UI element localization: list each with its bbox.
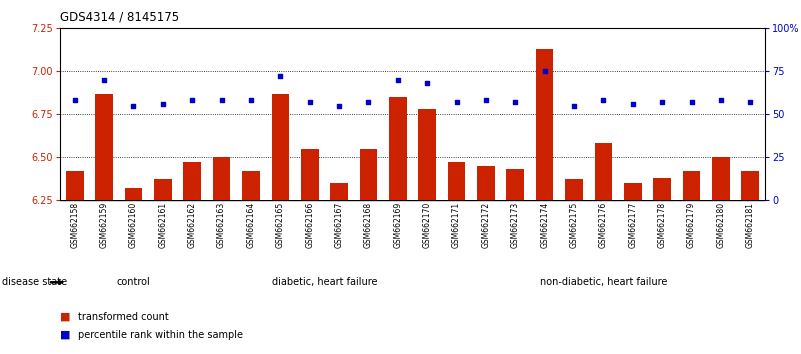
Bar [448, 162, 465, 200]
Text: GSM662176: GSM662176 [599, 202, 608, 248]
Bar [330, 183, 348, 200]
Text: control: control [117, 277, 151, 287]
Text: percentile rank within the sample: percentile rank within the sample [78, 330, 243, 339]
Point [568, 103, 581, 108]
Point [186, 98, 199, 103]
Point [685, 99, 698, 105]
Text: GSM662173: GSM662173 [511, 202, 520, 248]
Text: non-diabetic, heart failure: non-diabetic, heart failure [540, 277, 667, 287]
Bar [272, 93, 289, 200]
Text: GSM662181: GSM662181 [746, 202, 755, 248]
Bar [154, 179, 171, 200]
Point [127, 103, 140, 108]
Bar [682, 171, 700, 200]
Text: GSM662162: GSM662162 [187, 202, 197, 248]
Bar [594, 143, 612, 200]
Text: GSM662172: GSM662172 [481, 202, 490, 248]
Point [450, 99, 463, 105]
Bar [418, 109, 436, 200]
Point [714, 98, 727, 103]
Text: GSM662159: GSM662159 [99, 202, 109, 248]
Bar [742, 171, 759, 200]
Bar [654, 178, 671, 200]
Point [392, 77, 405, 83]
Text: ■: ■ [60, 312, 70, 322]
Point [98, 77, 111, 83]
Bar [712, 157, 730, 200]
Text: GSM662170: GSM662170 [423, 202, 432, 248]
Bar [506, 169, 524, 200]
Text: GSM662163: GSM662163 [217, 202, 226, 248]
Text: transformed count: transformed count [78, 312, 168, 322]
Bar [389, 97, 407, 200]
Point [509, 99, 521, 105]
Point [480, 98, 493, 103]
Text: GSM662175: GSM662175 [570, 202, 578, 248]
Point [421, 80, 433, 86]
Text: GSM662177: GSM662177 [628, 202, 638, 248]
Text: GSM662171: GSM662171 [452, 202, 461, 248]
Point [274, 74, 287, 79]
Bar [95, 93, 113, 200]
Bar [360, 149, 377, 200]
Text: GSM662164: GSM662164 [247, 202, 256, 248]
Text: ■: ■ [60, 330, 70, 339]
Point [68, 98, 81, 103]
Point [215, 98, 228, 103]
Bar [536, 49, 553, 200]
Text: diabetic, heart failure: diabetic, heart failure [272, 277, 377, 287]
Point [626, 101, 639, 107]
Text: GSM662178: GSM662178 [658, 202, 666, 248]
Point [744, 99, 757, 105]
Bar [624, 183, 642, 200]
Bar [301, 149, 319, 200]
Text: GSM662169: GSM662169 [393, 202, 402, 248]
Bar [566, 179, 583, 200]
Text: GSM662165: GSM662165 [276, 202, 285, 248]
Point [656, 99, 669, 105]
Point [362, 99, 375, 105]
Bar [66, 171, 83, 200]
Point [332, 103, 345, 108]
Bar [242, 171, 260, 200]
Text: GSM662161: GSM662161 [159, 202, 167, 248]
Text: disease state: disease state [2, 277, 67, 287]
Bar [477, 166, 495, 200]
Point [156, 101, 169, 107]
Text: GSM662179: GSM662179 [687, 202, 696, 248]
Text: GSM662160: GSM662160 [129, 202, 138, 248]
Text: GDS4314 / 8145175: GDS4314 / 8145175 [60, 11, 179, 24]
Point [304, 99, 316, 105]
Bar [213, 157, 231, 200]
Text: GSM662174: GSM662174 [540, 202, 549, 248]
Point [597, 98, 610, 103]
Text: GSM662167: GSM662167 [335, 202, 344, 248]
Text: GSM662166: GSM662166 [305, 202, 314, 248]
Text: GSM662180: GSM662180 [716, 202, 726, 248]
Bar [183, 162, 201, 200]
Bar [125, 188, 143, 200]
Point [244, 98, 257, 103]
Text: GSM662158: GSM662158 [70, 202, 79, 248]
Text: GSM662168: GSM662168 [364, 202, 373, 248]
Point [538, 68, 551, 74]
